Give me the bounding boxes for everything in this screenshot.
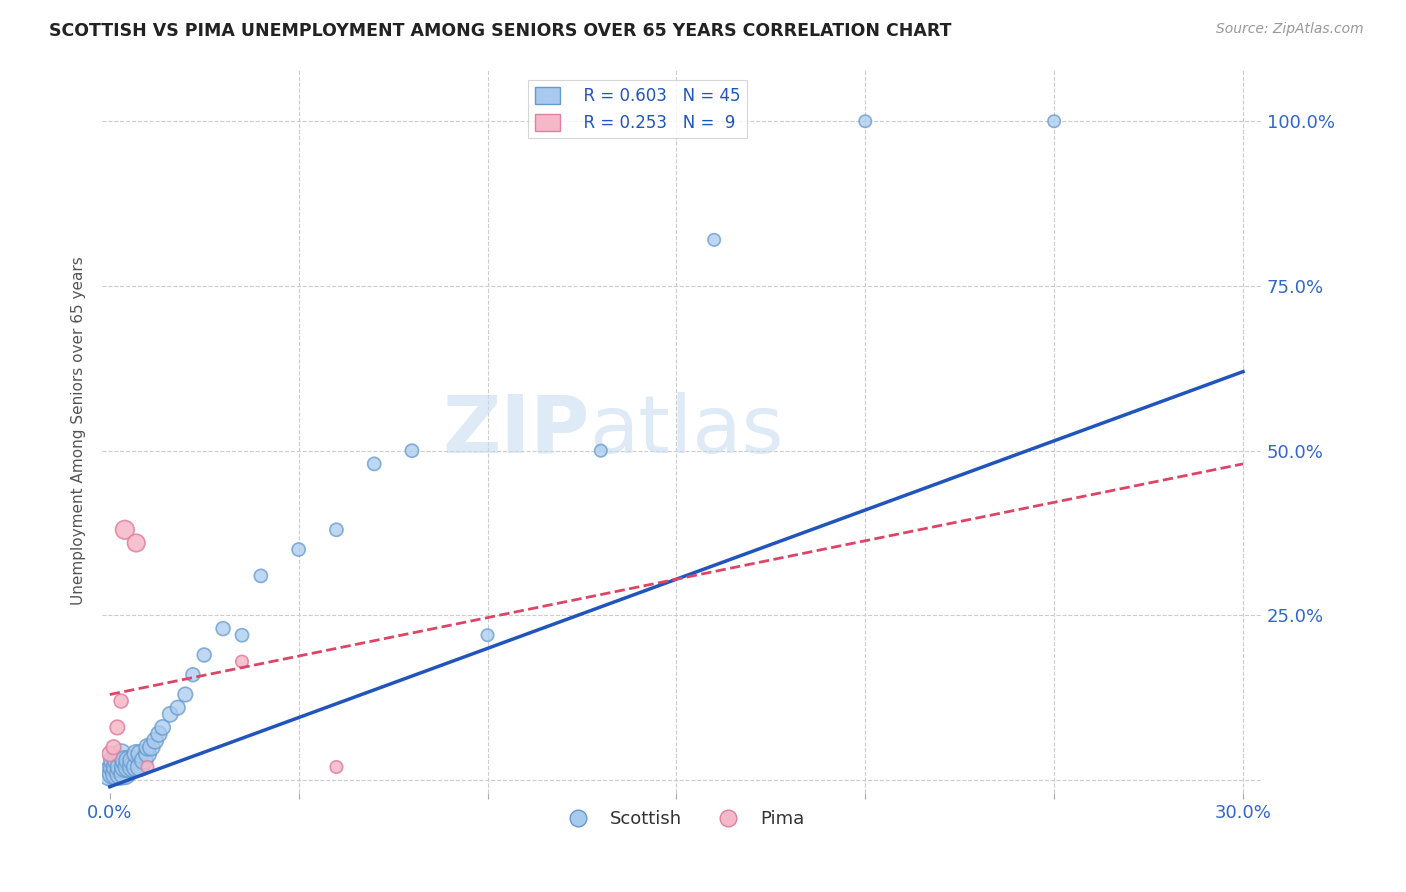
Point	[141, 740, 163, 755]
Point	[132, 753, 155, 767]
Point	[129, 760, 152, 774]
Point	[193, 648, 215, 662]
Point	[477, 628, 499, 642]
Point	[853, 114, 876, 128]
Point	[212, 622, 235, 636]
Point	[152, 721, 174, 735]
Point	[148, 727, 170, 741]
Point	[174, 688, 197, 702]
Text: Source: ZipAtlas.com: Source: ZipAtlas.com	[1216, 22, 1364, 37]
Point	[159, 707, 181, 722]
Point	[136, 747, 159, 761]
Point	[121, 753, 143, 767]
Point	[118, 753, 141, 767]
Point	[105, 760, 128, 774]
Point	[98, 747, 121, 761]
Legend: Scottish, Pima: Scottish, Pima	[553, 803, 811, 835]
Point	[105, 753, 128, 767]
Point	[166, 700, 188, 714]
Point	[103, 740, 125, 755]
Point	[121, 760, 143, 774]
Point	[125, 760, 148, 774]
Point	[250, 569, 273, 583]
Point	[325, 760, 347, 774]
Point	[231, 655, 253, 669]
Point	[703, 233, 725, 247]
Point	[114, 523, 136, 537]
Point	[401, 443, 423, 458]
Point	[114, 753, 136, 767]
Y-axis label: Unemployment Among Seniors over 65 years: Unemployment Among Seniors over 65 years	[72, 257, 86, 606]
Point	[181, 667, 204, 681]
Point	[110, 760, 132, 774]
Text: atlas: atlas	[589, 392, 783, 470]
Point	[118, 760, 141, 774]
Point	[136, 740, 159, 755]
Point	[110, 694, 132, 708]
Point	[105, 721, 128, 735]
Point	[110, 747, 132, 761]
Point	[287, 542, 309, 557]
Point	[1043, 114, 1066, 128]
Point	[125, 747, 148, 761]
Point	[103, 753, 125, 767]
Point	[136, 760, 159, 774]
Point	[98, 766, 121, 780]
Text: ZIP: ZIP	[441, 392, 589, 470]
Point	[103, 766, 125, 780]
Point	[125, 536, 148, 550]
Point	[231, 628, 253, 642]
Point	[110, 766, 132, 780]
Point	[143, 733, 166, 747]
Point	[114, 766, 136, 780]
Point	[363, 457, 385, 471]
Point	[325, 523, 347, 537]
Point	[129, 747, 152, 761]
Text: SCOTTISH VS PIMA UNEMPLOYMENT AMONG SENIORS OVER 65 YEARS CORRELATION CHART: SCOTTISH VS PIMA UNEMPLOYMENT AMONG SENI…	[49, 22, 952, 40]
Point	[589, 443, 612, 458]
Point	[105, 766, 128, 780]
Point	[114, 760, 136, 774]
Point	[103, 760, 125, 774]
